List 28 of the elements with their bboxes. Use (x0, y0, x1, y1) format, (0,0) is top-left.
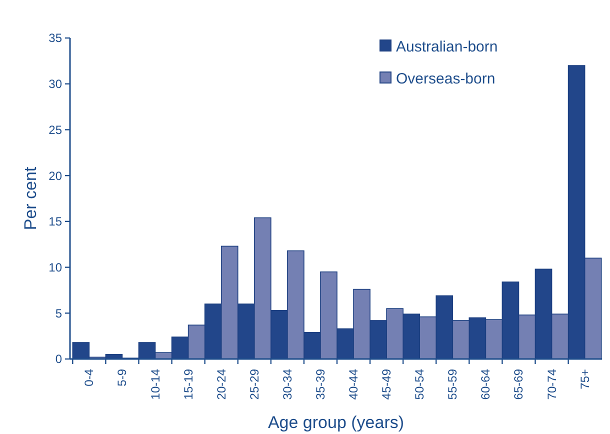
y-tick-label: 20 (48, 168, 62, 183)
x-tick-label: 20-24 (214, 368, 228, 400)
x-tick-label: 70-74 (544, 368, 559, 400)
y-tick-label: 15 (48, 214, 62, 229)
x-tick-label: 45-49 (380, 368, 394, 400)
x-tick-label: 50-54 (412, 368, 427, 400)
y-tick-label: 10 (48, 260, 62, 274)
x-tick-label: 35-39 (313, 368, 328, 400)
y-tick-label: 5 (55, 306, 62, 320)
x-tick-label: 65-69 (512, 368, 526, 400)
legend-label: Australian-born (396, 38, 498, 56)
y-tick-label: 25 (48, 122, 62, 137)
x-tick-label: 40-44 (346, 368, 361, 400)
x-tick-label: 10-14 (148, 368, 162, 400)
y-tick-label: 35 (48, 31, 62, 46)
y-axis-title: Per cent (21, 166, 40, 230)
x-tick-label: 75+ (578, 369, 592, 390)
x-tick-label: 30-34 (280, 368, 294, 400)
x-tick-label: 5-9 (115, 368, 130, 386)
y-tick-label: 0 (55, 352, 62, 366)
x-tick-label: 60-64 (478, 368, 493, 400)
x-tick-label: 0-4 (82, 368, 96, 386)
x-tick-label: 55-59 (446, 368, 460, 400)
x-tick-label: 25-29 (247, 368, 262, 400)
legend-label: Overseas-born (396, 70, 496, 88)
x-tick-label: 15-19 (181, 368, 196, 400)
y-tick-label: 30 (48, 77, 62, 92)
x-axis-title: Age group (years) (268, 413, 404, 432)
